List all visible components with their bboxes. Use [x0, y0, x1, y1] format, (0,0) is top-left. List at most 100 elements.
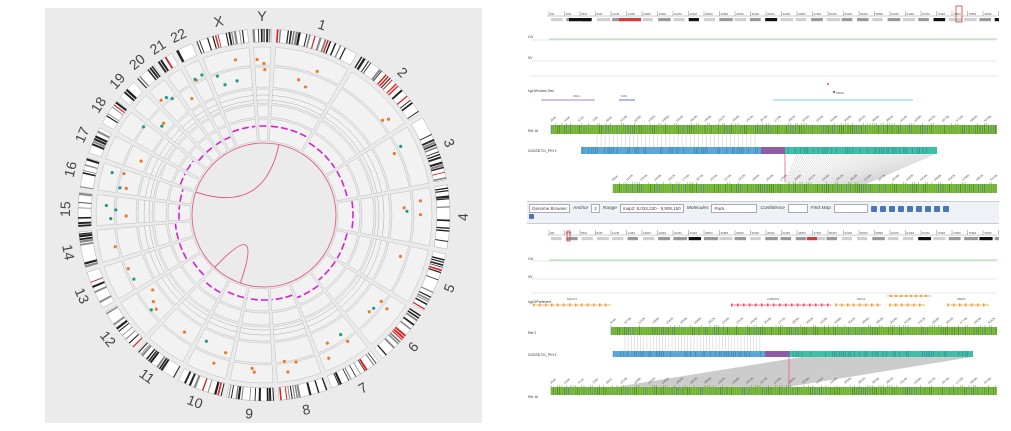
molecules-select[interactable]: Pack: [711, 204, 758, 213]
variant-dot: [223, 83, 227, 87]
chromosome-label: 17: [71, 124, 92, 145]
variant-dot: [235, 79, 239, 83]
zoom-in-icon[interactable]: [888, 205, 895, 212]
svg-text:3410K: 3410K: [835, 173, 844, 182]
svg-text:4774K: 4774K: [959, 316, 968, 325]
svg-text:84M: 84M: [597, 231, 603, 235]
svg-text:4730K: 4730K: [955, 376, 964, 385]
svg-text:1342K: 1342K: [647, 114, 656, 123]
svg-text:2112K: 2112K: [717, 376, 726, 384]
chromosome-label: Y: [257, 8, 267, 24]
svg-text:5038K: 5038K: [983, 376, 992, 385]
svg-text:2728K: 2728K: [773, 376, 782, 385]
bottom-track-label-ref-b: Ref 16: [528, 395, 538, 399]
variant-dot: [122, 172, 126, 176]
bottom-track-label-ref-a: Ref 2: [528, 331, 536, 335]
variant-dot: [215, 74, 219, 78]
svg-text:700M: 700M: [938, 12, 946, 16]
variant-dot: [164, 96, 168, 100]
svg-text:1716K: 1716K: [681, 173, 690, 182]
save-icon[interactable]: [870, 205, 877, 212]
svg-text:476M: 476M: [814, 12, 822, 16]
svg-text:4576K: 4576K: [941, 114, 950, 123]
svg-text:140M: 140M: [628, 12, 636, 16]
chromosome-18: 18: [87, 94, 206, 179]
chromosome-label: 1: [316, 16, 328, 34]
svg-text:224M: 224M: [674, 12, 682, 16]
help-icon[interactable]: [529, 214, 534, 219]
svg-text:1650K: 1650K: [675, 376, 684, 385]
chromosome-9: 9: [226, 287, 275, 422]
chromosome-label: 22: [168, 25, 189, 46]
chromosome-6: 6: [310, 254, 422, 359]
variant-dot: [303, 85, 308, 89]
svg-text:2882K: 2882K: [787, 114, 796, 123]
svg-text:4158K: 4158K: [903, 316, 912, 325]
svg-text:252M: 252M: [690, 12, 698, 16]
genome-browser-view: 0M 28M 56M 84M 112M 140M 168M 196M 224M 252M 280M 3…: [527, 4, 999, 399]
chromosome-label: 7: [355, 379, 370, 397]
variant-dot: [160, 124, 164, 128]
refresh-icon[interactable]: [906, 205, 913, 212]
svg-text:784M: 784M: [984, 231, 992, 235]
svg-text:728M: 728M: [953, 12, 961, 16]
variant-dot: [402, 206, 406, 210]
variant-dot: [405, 209, 409, 213]
view-select[interactable]: Genome Browser: [529, 204, 571, 213]
variant-dot: [212, 361, 216, 365]
svg-text:3036K: 3036K: [801, 114, 810, 123]
svg-text:2926K: 2926K: [791, 316, 800, 325]
download-icon[interactable]: [879, 205, 886, 212]
top-reference-map-b: 946K 1100K 1254K 1408K 1562K 1716K 1870K 2024K 2…: [611, 173, 998, 193]
confidence-label: Confidence: [760, 206, 785, 211]
svg-text:4950K: 4950K: [975, 173, 984, 182]
svg-text:112M: 112M: [612, 231, 620, 235]
chromosome-19: 19: [106, 70, 213, 169]
svg-text:2486K: 2486K: [751, 173, 760, 182]
svg-text:726K: 726K: [591, 377, 599, 385]
svg-text:1804K: 1804K: [689, 376, 698, 385]
svg-text:1650K: 1650K: [675, 114, 684, 123]
svg-text:420M: 420M: [783, 231, 791, 235]
chromosome-label: 21: [147, 36, 169, 58]
svg-text:4268K: 4268K: [913, 114, 922, 123]
svg-text:2112K: 2112K: [717, 114, 726, 122]
zoom-out-icon[interactable]: [897, 205, 904, 212]
top-reference-map-a: 264K 418K 572K 726K 880K 1034K 1188K 1342K 1496K…: [549, 114, 997, 134]
svg-text:3344K: 3344K: [829, 376, 838, 385]
chromosome-8: 8: [269, 284, 328, 418]
bottom-gene-track: [533, 294, 989, 307]
variant-dot: [114, 208, 118, 212]
top-browser-view: 0M 28M 56M 84M 112M 140M 168M 196M 224M 252M 280M 3…: [527, 4, 999, 200]
range-input[interactable]: map2: 8,034,330 - 9,908,150: [619, 204, 684, 213]
variant-dot: [139, 159, 143, 163]
settings-icon[interactable]: [915, 205, 922, 212]
variant-dot: [126, 266, 130, 271]
svg-text:588M: 588M: [876, 231, 884, 235]
camera-icon[interactable]: [924, 205, 931, 212]
nav-back-icon[interactable]: [933, 205, 940, 212]
top-track-label-cn: CN: [528, 35, 533, 39]
svg-text:2772K: 2772K: [777, 316, 786, 325]
svg-text:1034K: 1034K: [619, 114, 628, 123]
chromosome-label: 4: [455, 213, 471, 221]
svg-text:2310K: 2310K: [735, 316, 744, 325]
svg-text:1562K: 1562K: [667, 173, 676, 182]
variant-dot: [151, 300, 155, 304]
find-map-input[interactable]: [833, 204, 868, 213]
svg-text:1254K: 1254K: [639, 173, 648, 182]
confidence-input[interactable]: [787, 204, 808, 213]
anchor-select[interactable]: 2: [591, 204, 600, 213]
svg-text:3806K: 3806K: [871, 376, 880, 385]
svg-text:4576K: 4576K: [941, 376, 950, 385]
svg-text:532M: 532M: [845, 12, 853, 16]
svg-text:4730K: 4730K: [955, 114, 964, 123]
svg-text:4642K: 4642K: [947, 173, 956, 182]
svg-text:4928K: 4928K: [973, 316, 982, 325]
variant-dot: [154, 307, 158, 311]
nav-forward-icon[interactable]: [942, 205, 949, 212]
svg-text:476M: 476M: [814, 231, 822, 235]
variant-dot: [294, 360, 298, 364]
svg-text:2266K: 2266K: [731, 114, 740, 123]
